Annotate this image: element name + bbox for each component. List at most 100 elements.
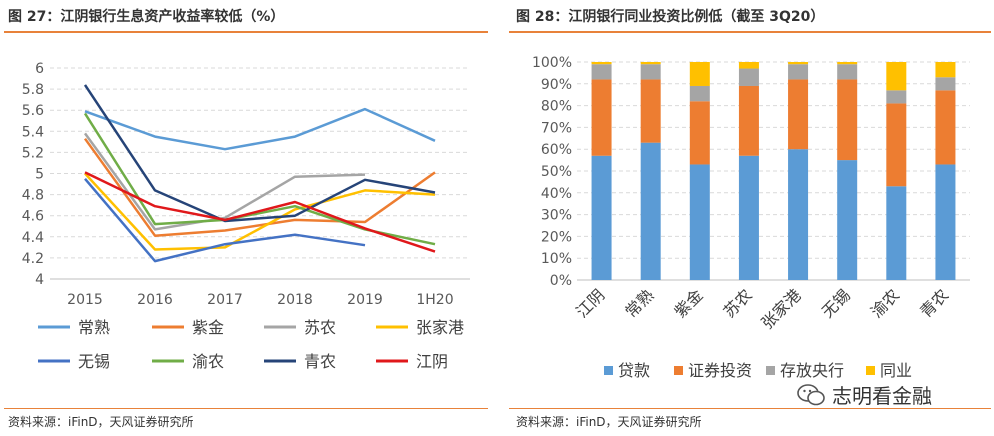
bar-y-tick-label: 60% xyxy=(541,142,572,158)
bar-segment-同业 xyxy=(640,62,661,65)
bar-x-tick-label: 青农 xyxy=(916,285,952,321)
bar-x-tick-label: 张家港 xyxy=(758,285,805,332)
line-x-tick-label: 1H20 xyxy=(416,292,453,308)
line-x-tick-label: 2019 xyxy=(347,292,383,308)
bar-x-tick-label: 无锡 xyxy=(818,285,854,321)
bar-segment-同业 xyxy=(738,62,759,69)
bar-x-tick-label: 江阴 xyxy=(572,285,608,321)
bar-segment-证券投资 xyxy=(640,79,661,143)
bar-segment-证券投资 xyxy=(689,101,710,165)
line-legend-label: 青农 xyxy=(304,352,336,371)
bar-segment-证券投资 xyxy=(591,79,612,156)
bar-segment-存放央行 xyxy=(591,64,612,80)
bar-y-tick-label: 100% xyxy=(532,55,572,71)
bar-segment-存放央行 xyxy=(886,90,907,104)
left-source-rule xyxy=(4,408,488,409)
bar-segment-证券投资 xyxy=(738,85,759,156)
bar-y-tick-label: 30% xyxy=(541,208,572,224)
bar-segment-证券投资 xyxy=(886,103,907,187)
bar-segment-存放央行 xyxy=(689,85,710,102)
bar-segment-同业 xyxy=(591,62,612,65)
bar-legend-label: 同业 xyxy=(880,361,912,380)
watermark-text: 志明看金融 xyxy=(832,384,932,408)
bar-y-tick-label: 0% xyxy=(550,273,572,289)
bar-segment-贷款 xyxy=(689,164,710,280)
bar-segment-同业 xyxy=(689,62,710,86)
line-legend-label: 苏农 xyxy=(304,318,336,337)
bar-segment-贷款 xyxy=(837,160,858,280)
right-source-note: 资料来源：iFinD，天风证券研究所 xyxy=(516,415,702,429)
bar-legend-label: 贷款 xyxy=(618,361,650,380)
bar-legend-swatch xyxy=(674,366,683,375)
line-y-tick-label: 4 xyxy=(35,272,44,288)
line-y-tick-label: 5.2 xyxy=(22,145,44,161)
bar-segment-存放央行 xyxy=(788,64,809,80)
line-series-紫金 xyxy=(83,137,436,237)
bar-segment-证券投资 xyxy=(788,79,809,150)
line-y-tick-label: 4.8 xyxy=(22,188,44,204)
right-source-rule xyxy=(509,408,991,409)
line-series-常熟 xyxy=(84,107,436,151)
bar-y-tick-label: 80% xyxy=(541,99,572,115)
line-x-tick-label: 2015 xyxy=(67,292,103,308)
line-series-苏农 xyxy=(83,132,366,231)
bar-segment-存放央行 xyxy=(837,64,858,80)
bar-x-tick-label: 苏农 xyxy=(720,285,756,321)
bar-segment-贷款 xyxy=(886,186,907,280)
line-y-tick-label: 4.6 xyxy=(22,209,44,225)
line-y-tick-label: 5 xyxy=(35,167,44,183)
bar-segment-贷款 xyxy=(935,164,956,280)
line-y-tick-label: 6 xyxy=(35,61,44,77)
bar-y-tick-label: 50% xyxy=(541,164,572,180)
bar-legend-swatch xyxy=(766,366,775,375)
bar-y-tick-label: 10% xyxy=(541,251,572,267)
bar-segment-贷款 xyxy=(640,142,661,280)
wechat-icon xyxy=(797,383,825,405)
bar-segment-贷款 xyxy=(738,155,759,280)
line-legend-label: 常熟 xyxy=(78,318,110,337)
bar-x-tick-label: 渝农 xyxy=(867,285,903,321)
bar-segment-证券投资 xyxy=(935,90,956,165)
bar-x-tick-label: 紫金 xyxy=(671,285,707,321)
line-legend-label: 张家港 xyxy=(416,318,464,337)
bar-y-tick-label: 70% xyxy=(541,120,572,136)
line-legend-label: 无锡 xyxy=(78,352,110,371)
bar-segment-同业 xyxy=(886,62,907,91)
line-y-tick-label: 4.4 xyxy=(22,230,44,246)
line-y-tick-label: 5.6 xyxy=(22,103,44,119)
bar-y-tick-label: 20% xyxy=(541,229,572,245)
line-legend-label: 江阴 xyxy=(416,352,448,371)
bar-segment-同业 xyxy=(935,62,956,78)
bar-segment-贷款 xyxy=(788,149,809,280)
line-y-tick-label: 5.8 xyxy=(22,82,44,98)
watermark: 志明看金融 xyxy=(796,380,932,409)
left-title-rule xyxy=(4,31,488,33)
line-x-tick-label: 2018 xyxy=(277,292,313,308)
bar-segment-同业 xyxy=(788,62,809,65)
bar-y-tick-label: 40% xyxy=(541,186,572,202)
left-source-note: 资料来源：iFinD，天风证券研究所 xyxy=(8,415,194,429)
right-figure-title: 图 28：江阴银行同业投资比例低（截至 3Q20） xyxy=(516,9,825,25)
line-y-tick-label: 5.4 xyxy=(22,124,44,140)
bar-legend-swatch xyxy=(604,366,613,375)
bar-segment-贷款 xyxy=(591,155,612,280)
line-y-tick-label: 4.2 xyxy=(22,251,44,267)
line-legend-label: 紫金 xyxy=(192,318,224,337)
bar-segment-同业 xyxy=(837,62,858,65)
right-title-rule xyxy=(509,31,991,33)
bar-segment-存放央行 xyxy=(935,77,956,91)
bar-segment-存放央行 xyxy=(640,64,661,80)
bar-legend-label: 证券投资 xyxy=(688,361,752,380)
bar-segment-存放央行 xyxy=(738,68,759,86)
line-series-张家港 xyxy=(84,172,436,251)
bar-legend-label: 存放央行 xyxy=(780,361,844,380)
line-x-tick-label: 2016 xyxy=(137,292,173,308)
left-figure-title: 图 27：江阴银行生息资产收益率较低（%） xyxy=(8,9,285,25)
bar-legend-swatch xyxy=(866,366,875,375)
bar-x-tick-label: 常熟 xyxy=(621,285,657,321)
line-series-无锡 xyxy=(84,177,366,263)
line-legend-label: 渝农 xyxy=(192,352,224,371)
line-series-江阴 xyxy=(84,171,436,253)
line-series-青农 xyxy=(83,84,436,223)
